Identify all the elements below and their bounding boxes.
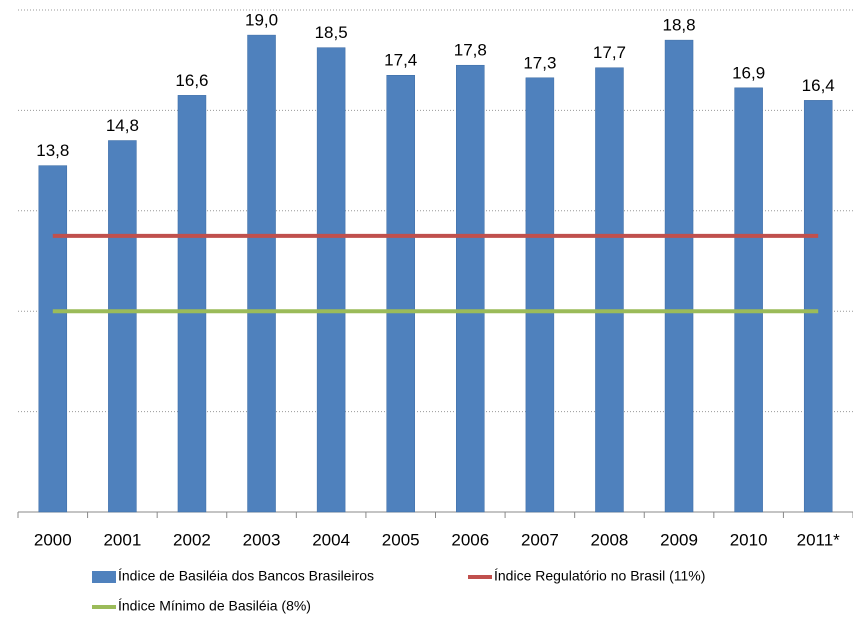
value-label: 18,5 xyxy=(315,23,348,42)
bar xyxy=(803,100,833,513)
value-label: 16,9 xyxy=(732,63,765,82)
x-tick-label: 2011* xyxy=(797,530,841,549)
value-label: 14,8 xyxy=(106,116,139,135)
legend-label: Índice Regulatório no Brasil (11%) xyxy=(494,568,705,584)
value-label: 19,0 xyxy=(245,11,278,30)
bar xyxy=(525,77,555,513)
bar xyxy=(386,75,415,513)
bar xyxy=(595,67,624,513)
x-tick-label: 2010 xyxy=(730,530,768,549)
bar xyxy=(316,47,346,513)
legend-label: Índice de Basiléia dos Bancos Brasileiro… xyxy=(118,568,374,584)
value-label: 18,8 xyxy=(662,16,695,35)
x-tick-label: 2008 xyxy=(591,530,629,549)
value-label: 17,8 xyxy=(454,41,487,60)
bar xyxy=(247,34,276,513)
value-label: 16,6 xyxy=(175,71,208,90)
value-label: 16,4 xyxy=(802,76,835,95)
x-tick-label: 2000 xyxy=(34,530,72,549)
value-label: 13,8 xyxy=(36,141,69,160)
x-tick-label: 2002 xyxy=(173,530,211,549)
x-tick-label: 2006 xyxy=(451,530,489,549)
bar xyxy=(734,87,763,513)
bar xyxy=(664,39,694,513)
value-label: 17,3 xyxy=(523,53,556,72)
bar xyxy=(108,140,137,513)
value-label: 17,4 xyxy=(384,51,417,70)
x-tick-label: 2003 xyxy=(243,530,281,549)
legend-label: Índice Mínimo de Basiléia (8%) xyxy=(118,598,311,614)
x-tick-label: 2009 xyxy=(660,530,698,549)
bar xyxy=(177,95,207,513)
x-tick-label: 2005 xyxy=(382,530,420,549)
legend-swatch xyxy=(92,571,116,583)
bar xyxy=(38,165,68,513)
x-tick-label: 2007 xyxy=(521,530,559,549)
bar xyxy=(456,64,485,513)
x-tick-label: 2004 xyxy=(312,530,350,549)
x-tick-label: 2001 xyxy=(103,530,141,549)
value-label: 17,7 xyxy=(593,43,626,62)
